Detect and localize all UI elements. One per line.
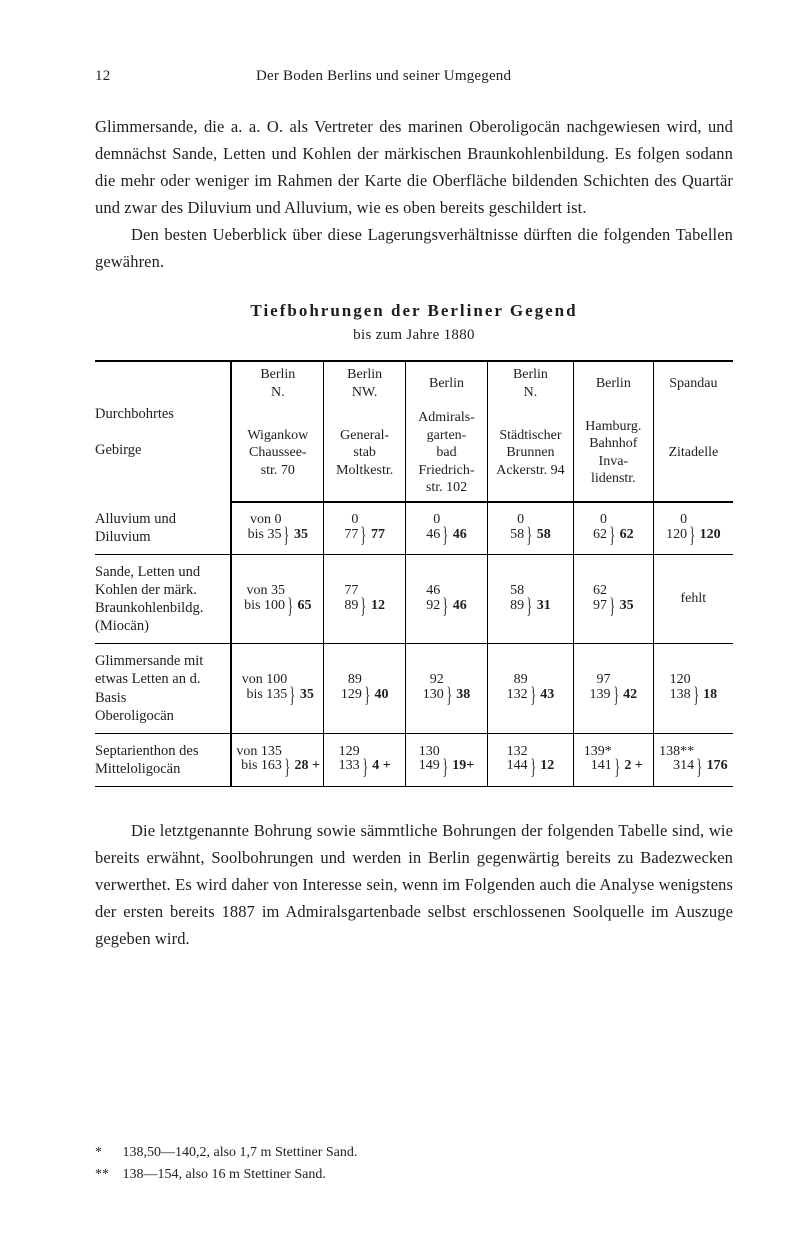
col-loc-text: Admirals- garten- bad Friedrich- str. 10… (418, 410, 475, 495)
table-cell: 138**314}176 (653, 733, 733, 786)
col-head-5: Spandau (653, 361, 733, 405)
table-cell: von 0bis 35}35 (231, 502, 323, 555)
col-city: Spandau (669, 376, 717, 391)
row-stub: Septarienthon des Mitteloligocän (95, 733, 231, 786)
paragraph-3: Die letztgenannte Bohrung sowie sämmtlic… (95, 817, 733, 952)
footnote-2-mark: ** (95, 1164, 119, 1186)
table-cell: von 135bis 163}28 + (231, 733, 323, 786)
table-cell: von 100bis 135}35 (231, 644, 323, 734)
table-subtitle: bis zum Jahre 1880 (95, 327, 733, 344)
col-head-3: Berlin N. (487, 361, 573, 405)
footnote-2-text: 138—154, also 16 m Stettiner Sand. (123, 1167, 326, 1182)
footnote-1: * 138,50—140,2, also 1,7 m Stettiner San… (95, 1142, 733, 1164)
table-cell: 046}46 (406, 502, 488, 555)
table-cell: 4692}46 (406, 554, 488, 644)
col-loc-1: General- stab Moltkestr. (324, 405, 406, 502)
running-head: 12 Der Boden Berlins und seiner Umgegend (95, 68, 733, 85)
col-head-4: Berlin (573, 361, 653, 405)
drill-table: Durchbohrtes Gebirge Berlin N. Berlin NW… (95, 360, 733, 787)
col-loc-4: Hamburg. Bahnhof Inva- lidenstr. (573, 405, 653, 502)
table-cell: 5889}31 (487, 554, 573, 644)
table-cell: 6297}35 (573, 554, 653, 644)
footnotes: * 138,50—140,2, also 1,7 m Stettiner San… (95, 1142, 733, 1186)
table-row: Sande, Letten und Kohlen der märk. Braun… (95, 554, 733, 644)
col-head-0: Berlin N. (231, 361, 323, 405)
stub-header: Durchbohrtes Gebirge (95, 361, 231, 502)
col-loc-text: Hamburg. Bahnhof Inva- lidenstr. (585, 419, 641, 487)
body-text-block-1: Glimmersande, die a. a. O. als Vertreter… (95, 113, 733, 275)
table-cell: 139*141}2 + (573, 733, 653, 786)
table-cell: 132144}12 (487, 733, 573, 786)
table-cell: 7789}12 (324, 554, 406, 644)
paragraph-2: Den besten Ueberblick über diese Lagerun… (95, 221, 733, 275)
col-sub: NW. (352, 385, 378, 400)
footnote-2: ** 138—154, also 16 m Stettiner Sand. (95, 1164, 733, 1186)
paragraph-1: Glimmersande, die a. a. O. als Vertreter… (95, 113, 733, 221)
col-loc-text: Wigankow Chaussee- str. 70 (247, 428, 308, 478)
table-cell: 058}58 (487, 502, 573, 555)
table-cell: 0120}120 (653, 502, 733, 555)
col-sub: N. (271, 385, 285, 400)
row-stub: Alluvium und Diluvium (95, 502, 231, 555)
col-loc-text: General- stab Moltkestr. (336, 428, 393, 478)
col-loc-0: Wigankow Chaussee- str. 70 (231, 405, 323, 502)
table-title: Tiefbohrungen der Berliner Gegend (95, 301, 733, 321)
col-sub: N. (524, 385, 538, 400)
table-cell: von 35bis 100}65 (231, 554, 323, 644)
col-loc-text: Städtischer Brunnen Ackerstr. 94 (496, 428, 564, 478)
col-loc-text: Zitadelle (668, 445, 718, 460)
table-row: Glimmersande mit etwas Letten an d. Basi… (95, 644, 733, 734)
row-stub: Glimmersande mit etwas Letten an d. Basi… (95, 644, 231, 734)
table-cell: 062}62 (573, 502, 653, 555)
table-cell: 130149}19+ (406, 733, 488, 786)
stub-header-top: Durchbohrtes (95, 406, 174, 422)
table-row: Septarienthon des Mitteloligocänvon 135b… (95, 733, 733, 786)
table-cell: 92130}38 (406, 644, 488, 734)
table-row: Alluvium und Diluviumvon 0bis 35}35077}7… (95, 502, 733, 555)
table-cell: 120138}18 (653, 644, 733, 734)
col-city: Berlin (260, 367, 295, 382)
table-cell: 89129}40 (324, 644, 406, 734)
running-title: Der Boden Berlins und seiner Umgegend (256, 68, 511, 85)
row-stub: Sande, Letten und Kohlen der märk. Braun… (95, 554, 231, 644)
body-text-block-2: Die letztgenannte Bohrung sowie sämmtlic… (95, 817, 733, 952)
page: 12 Der Boden Berlins und seiner Umgegend… (0, 0, 801, 1248)
col-city: Berlin (429, 376, 464, 391)
col-head-2: Berlin (406, 361, 488, 405)
stub-header-bot: Gebirge (95, 442, 141, 458)
col-head-1: Berlin NW. (324, 361, 406, 405)
footnote-1-mark: * (95, 1142, 119, 1164)
col-city: Berlin (347, 367, 382, 382)
col-city: Berlin (513, 367, 548, 382)
col-loc-5: Zitadelle (653, 405, 733, 502)
table-cell: 129133}4 + (324, 733, 406, 786)
table-cell: fehlt (653, 554, 733, 644)
footnote-1-text: 138,50—140,2, also 1,7 m Stettiner Sand. (123, 1145, 358, 1160)
table-header-row-1: Durchbohrtes Gebirge Berlin N. Berlin NW… (95, 361, 733, 405)
table-cell: 97139}42 (573, 644, 653, 734)
page-number: 12 (95, 68, 127, 85)
col-loc-2: Admirals- garten- bad Friedrich- str. 10… (406, 405, 488, 502)
col-city: Berlin (596, 376, 631, 391)
table-cell: 077}77 (324, 502, 406, 555)
table-cell: 89132}43 (487, 644, 573, 734)
col-loc-3: Städtischer Brunnen Ackerstr. 94 (487, 405, 573, 502)
